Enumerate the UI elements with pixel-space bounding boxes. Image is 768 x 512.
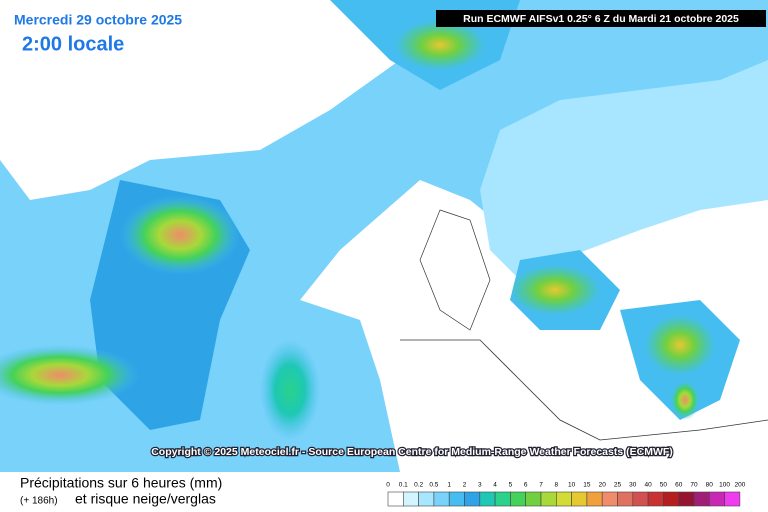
legend-swatch (494, 491, 511, 507)
legend-subtitle: et risque neige/verglas (75, 491, 216, 507)
sw-core (0, 345, 140, 405)
legend-swatch (387, 491, 404, 507)
iceland-core (395, 20, 485, 70)
legend-label: 30 (629, 482, 637, 489)
legend-label: 8 (554, 482, 558, 489)
legend-title: Précipitations sur 6 heures (mm) (20, 475, 222, 491)
legend-swatch (479, 491, 496, 507)
legend-swatch (617, 491, 634, 507)
legend-label: 3 (478, 482, 482, 489)
legend-swatch (510, 491, 526, 507)
legend-swatch (418, 491, 435, 507)
legend-swatch (571, 491, 588, 507)
legend-swatch (663, 491, 680, 507)
germany-core (510, 265, 600, 315)
legend-label: 40 (644, 482, 652, 489)
legend-label: 60 (675, 482, 683, 489)
legend-label: 10 (568, 482, 576, 489)
britain (419, 209, 491, 331)
legend-scale: 0 0.1 0.2 0.5 1 2 3 4 5 6 7 8 10 15 20 25 30 40 50 60 70 80 10… (386, 482, 746, 507)
legend-label: 50 (660, 482, 668, 489)
legend-label: 7 (539, 482, 543, 489)
legend-label: 20 (599, 482, 607, 489)
legend-label: 200 (734, 482, 745, 489)
legend-label: 25 (614, 482, 622, 489)
run-info: Run ECMWF AIFSv1 0.25° 6 Z du Mardi 21 o… (463, 13, 739, 25)
legend-label: 6 (524, 482, 528, 489)
legend-label: 2 (463, 482, 467, 489)
legend-swatch (540, 491, 557, 507)
south-band (260, 340, 320, 440)
legend-label: 15 (583, 482, 591, 489)
balkans-core (645, 315, 715, 375)
legend-label: 100 (719, 482, 730, 489)
legend-swatch (708, 491, 725, 507)
legend-swatch (647, 491, 664, 507)
legend-label: 1 (447, 482, 451, 489)
forecast-time: 2:00 locale (22, 33, 124, 55)
scandinavia-precip (480, 60, 768, 280)
legend-swatch (678, 491, 695, 507)
legend-swatch (448, 491, 465, 507)
legend-label: 0.2 (414, 482, 423, 489)
legend-swatch (525, 491, 542, 507)
legend-swatch (402, 491, 419, 507)
legend-lead: (+ 186h) (20, 496, 58, 507)
legend-label: 80 (706, 482, 714, 489)
legend-swatch (693, 491, 710, 507)
run-box (436, 10, 766, 27)
legend-swatch (555, 491, 572, 507)
legend-label: 0.5 (429, 482, 438, 489)
atlantic-core (120, 195, 240, 275)
legend-label: 0 (386, 482, 390, 489)
copyright: Copyright © 2025 Meteociel.fr - Source E… (151, 446, 673, 458)
greece-core (670, 380, 700, 420)
greenland-dry (0, 0, 430, 200)
legend-swatch (724, 491, 741, 507)
forecast-date: Mercredi 29 octobre 2025 (14, 12, 182, 28)
legend-label: 4 (493, 482, 497, 489)
legend-swatch (601, 491, 618, 507)
map-area: Run ECMWF AIFSv1 0.25° 6 Z du Mardi 21 o… (0, 0, 768, 472)
legend-swatch (464, 491, 481, 507)
legend-swatch (433, 491, 450, 507)
legend-label: 70 (690, 482, 698, 489)
legend-label: 5 (509, 482, 513, 489)
coastline (400, 339, 768, 441)
legend-label: 0.1 (399, 482, 408, 489)
legend-swatch (632, 491, 649, 507)
legend-swatch (586, 491, 603, 507)
